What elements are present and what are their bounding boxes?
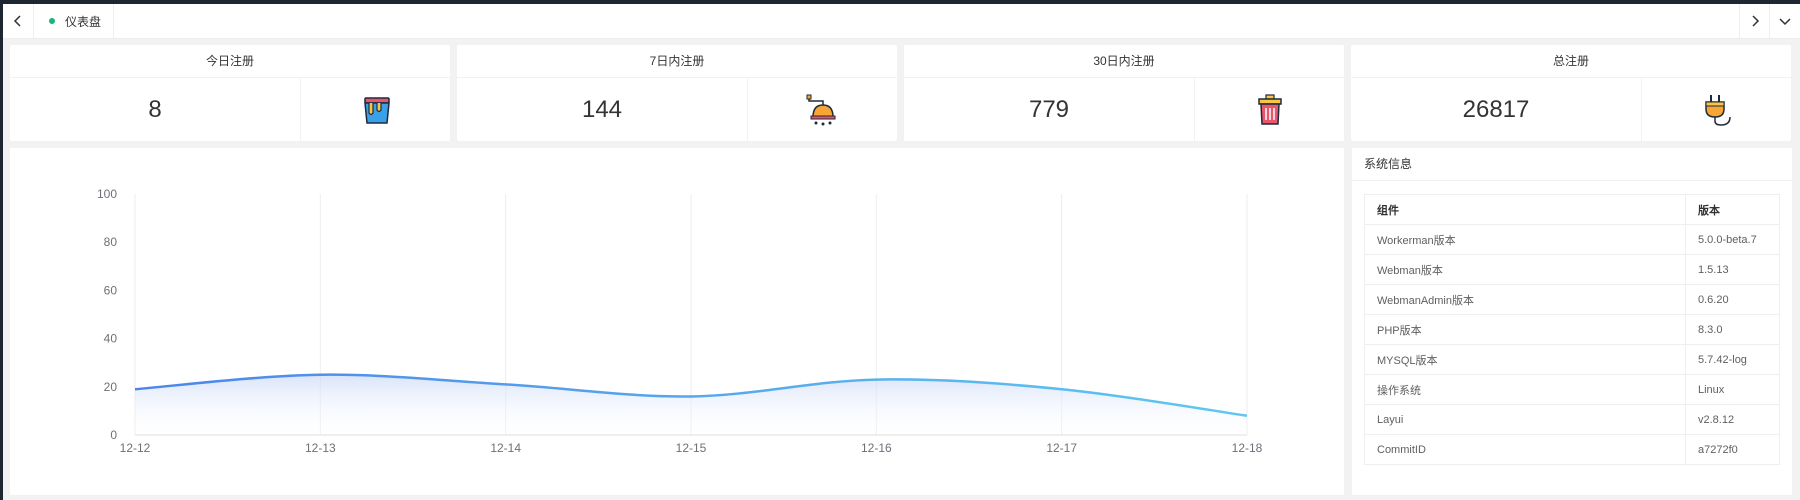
table-header-row: 组件 版本 [1364, 194, 1780, 225]
stat-card-total: 总注册 26817 [1351, 45, 1791, 141]
table-row: 操作系统 Linux [1364, 374, 1780, 405]
system-info-title: 系统信息 [1352, 148, 1792, 181]
system-info-panel: 系统信息 组件 版本 Workerman版本 5.0.0-beta.7 Webma… [1352, 148, 1792, 495]
table-row: Layui v2.8.12 [1364, 404, 1780, 435]
row-version: 1.5.13 [1685, 254, 1780, 285]
row-version: Linux [1685, 374, 1780, 405]
x-tick-label: 12-14 [490, 441, 521, 455]
row-component: Layui [1364, 404, 1686, 435]
row-version: v2.8.12 [1685, 404, 1780, 435]
stat-card-value: 8 [10, 78, 301, 141]
tab-dashboard[interactable]: 仪表盘 [37, 4, 115, 38]
tab-bar: 仪表盘 [3, 4, 1800, 39]
trash-bin-icon [1257, 93, 1282, 125]
table-row: WebmanAdmin版本 0.6.20 [1364, 284, 1780, 315]
stat-card-title: 7日内注册 [457, 45, 897, 78]
row-component: PHP版本 [1364, 314, 1686, 345]
stat-card-30days: 30日内注册 779 [904, 45, 1344, 141]
series-area [135, 374, 1247, 435]
chevron-right-icon [1752, 15, 1760, 27]
y-tick-label: 80 [104, 235, 118, 249]
registration-chart: 0 20 40 60 80 100 12-12 12-13 12-14 12-15 12-16 12-… [10, 148, 1344, 495]
chevron-down-icon [1779, 18, 1791, 26]
x-tick-label: 12-15 [676, 441, 707, 455]
y-tick-label: 0 [110, 428, 117, 442]
window-top-border [0, 0, 1800, 4]
system-info-table: 组件 版本 Workerman版本 5.0.0-beta.7 Webman版本 1.… [1364, 194, 1780, 465]
tab-dashboard-label: 仪表盘 [65, 14, 102, 29]
row-component: CommitID [1364, 434, 1686, 465]
chevron-left-icon [13, 15, 21, 27]
stat-card-title: 30日内注册 [904, 45, 1344, 78]
stat-card-7days: 7日内注册 144 [457, 45, 897, 141]
stat-card-value: 26817 [1351, 78, 1642, 141]
shower-head-icon [806, 94, 835, 125]
table-row: CommitID a7272f0 [1364, 434, 1780, 465]
sidebar-edge [0, 0, 3, 500]
stat-card-value: 779 [904, 78, 1195, 141]
tab-next-button[interactable] [1739, 4, 1770, 38]
y-tick-label: 100 [97, 187, 117, 201]
row-component: 操作系统 [1364, 374, 1686, 405]
header-component: 组件 [1364, 194, 1686, 225]
y-tick-label: 60 [104, 283, 118, 297]
tab-menu-button[interactable] [1769, 4, 1800, 38]
active-tab-dot [49, 18, 55, 24]
y-tick-label: 40 [104, 332, 118, 346]
row-component: Webman版本 [1364, 254, 1686, 285]
row-component: MYSQL版本 [1364, 344, 1686, 375]
registration-chart-svg: 0 20 40 60 80 100 12-12 12-13 12-14 12-15 12-16 12-… [97, 187, 1263, 455]
tab-prev-button[interactable] [3, 4, 34, 38]
stat-card-title: 今日注册 [10, 45, 450, 78]
y-tick-label: 20 [104, 380, 118, 394]
x-tick-label: 12-16 [861, 441, 892, 455]
x-tick-label: 12-17 [1046, 441, 1077, 455]
table-row: MYSQL版本 5.7.42-log [1364, 344, 1780, 375]
x-tick-label: 12-13 [305, 441, 336, 455]
stat-card-today: 今日注册 8 [10, 45, 450, 141]
row-version: 5.0.0-beta.7 [1685, 224, 1780, 255]
x-tick-label: 12-18 [1232, 441, 1263, 455]
row-version: 8.3.0 [1685, 314, 1780, 345]
row-version: 0.6.20 [1685, 284, 1780, 315]
x-tick-label: 12-12 [120, 441, 151, 455]
row-version: a7272f0 [1685, 434, 1780, 465]
header-version: 版本 [1685, 194, 1780, 225]
paint-bucket-icon [363, 96, 390, 124]
power-plug-icon [1704, 94, 1731, 126]
table-row: Webman版本 1.5.13 [1364, 254, 1780, 285]
table-row: Workerman版本 5.0.0-beta.7 [1364, 224, 1780, 255]
stat-card-title: 总注册 [1351, 45, 1791, 78]
row-component: WebmanAdmin版本 [1364, 284, 1686, 315]
series-line [134, 373, 1248, 417]
table-row: PHP版本 8.3.0 [1364, 314, 1780, 345]
row-version: 5.7.42-log [1685, 344, 1780, 375]
row-component: Workerman版本 [1364, 224, 1686, 255]
stat-card-value: 144 [457, 78, 748, 141]
